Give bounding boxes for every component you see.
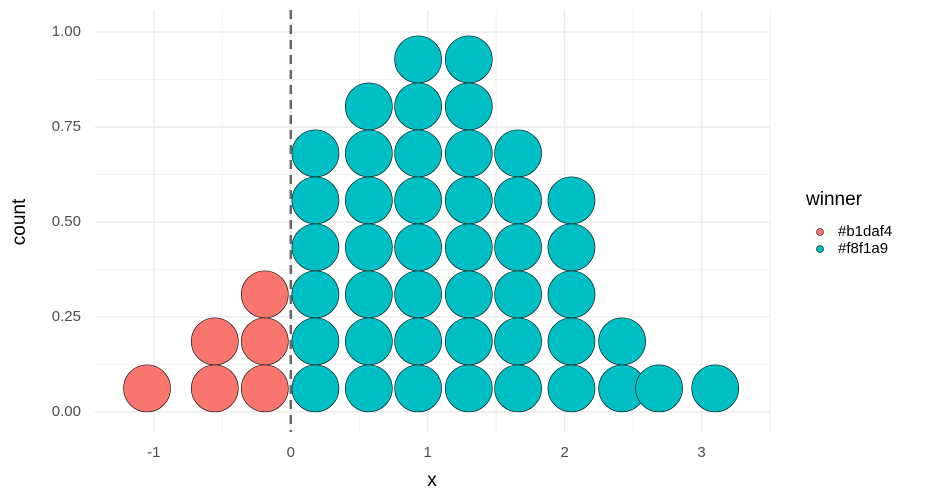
legend-key xyxy=(816,245,824,253)
dot xyxy=(444,129,493,178)
dot xyxy=(291,223,340,272)
dot xyxy=(291,317,340,366)
x-tick-label: 3 xyxy=(697,444,705,461)
dot xyxy=(494,364,542,413)
dot xyxy=(444,317,493,366)
dot xyxy=(494,176,542,225)
dot xyxy=(345,364,393,413)
dot xyxy=(444,223,493,272)
dot xyxy=(598,317,646,366)
dot xyxy=(291,270,340,319)
dot xyxy=(494,223,542,272)
dot xyxy=(444,82,493,131)
dot xyxy=(444,176,493,225)
x-tick-label: 0 xyxy=(287,444,295,461)
y-tick-label: 0.25 xyxy=(52,308,81,325)
dot xyxy=(394,364,442,413)
dot xyxy=(444,364,493,413)
dot xyxy=(394,223,442,272)
dot xyxy=(547,223,596,272)
dot xyxy=(291,129,340,178)
legend-key xyxy=(816,228,824,236)
legend-label: #b1daf4 xyxy=(838,223,892,240)
dot xyxy=(444,270,493,319)
legend-title: winner xyxy=(805,189,863,210)
dot xyxy=(547,270,596,319)
dot xyxy=(191,317,239,366)
x-axis-title: x xyxy=(427,470,437,491)
x-tick-label: 2 xyxy=(560,444,568,461)
dot xyxy=(635,364,683,413)
dot xyxy=(394,35,442,84)
dot xyxy=(345,223,393,272)
dot xyxy=(345,176,393,225)
dot xyxy=(547,176,596,225)
y-axis-title: count xyxy=(9,198,30,245)
dot xyxy=(345,129,393,178)
dot xyxy=(494,270,542,319)
dot xyxy=(291,176,340,225)
y-tick-label: 0.00 xyxy=(52,403,81,420)
dot xyxy=(394,82,442,131)
dot xyxy=(394,317,442,366)
y-tick-label: 0.50 xyxy=(52,213,81,230)
dot xyxy=(240,364,289,413)
y-tick-label: 1.00 xyxy=(52,23,81,40)
legend-label: #f8f1a9 xyxy=(838,240,888,257)
y-tick-label: 0.75 xyxy=(52,118,81,135)
x-tick-label: 1 xyxy=(424,444,432,461)
dot xyxy=(394,270,442,319)
dot xyxy=(345,82,393,131)
dot xyxy=(494,129,542,178)
dot xyxy=(240,317,289,366)
dot xyxy=(494,317,542,366)
dot xyxy=(291,364,340,413)
dot xyxy=(547,364,596,413)
dot xyxy=(394,129,442,178)
dot xyxy=(547,317,596,366)
dot xyxy=(345,270,393,319)
dot xyxy=(444,35,493,84)
dot xyxy=(123,364,171,413)
dot xyxy=(191,364,239,413)
x-tick-label: -1 xyxy=(147,444,160,461)
dot xyxy=(345,317,393,366)
dot xyxy=(394,176,442,225)
dot xyxy=(691,364,740,413)
dot xyxy=(240,270,289,319)
